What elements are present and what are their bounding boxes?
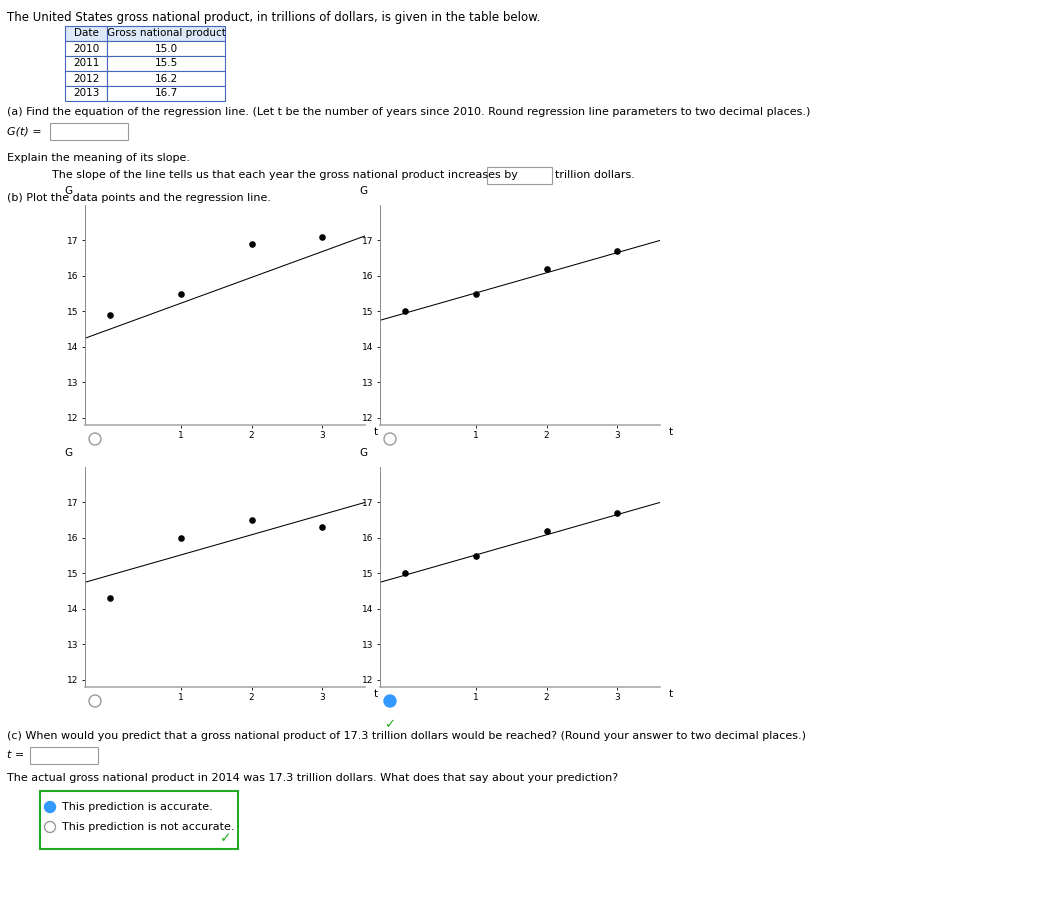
Text: This prediction is accurate.: This prediction is accurate. — [62, 802, 212, 812]
Circle shape — [44, 802, 56, 813]
Text: 15.0: 15.0 — [154, 43, 177, 54]
Text: Explain the meaning of its slope.: Explain the meaning of its slope. — [7, 153, 190, 163]
Text: 16.2: 16.2 — [154, 74, 177, 83]
Text: 2010: 2010 — [73, 43, 99, 54]
Text: trillion dollars.: trillion dollars. — [555, 170, 635, 180]
Text: (a) Find the equation of the regression line. (Let t be the number of years sinc: (a) Find the equation of the regression … — [7, 107, 810, 117]
Point — [101, 308, 118, 322]
Bar — [107, 26, 225, 41]
Point — [314, 520, 331, 535]
Bar — [65, 41, 107, 56]
Point — [172, 286, 189, 300]
Text: G: G — [359, 448, 367, 458]
Point — [609, 506, 626, 520]
Point — [101, 591, 118, 605]
Bar — [65, 56, 107, 71]
Bar — [107, 41, 225, 56]
Text: G: G — [359, 187, 367, 196]
Bar — [107, 86, 225, 101]
Bar — [65, 26, 107, 41]
Text: 16.7: 16.7 — [154, 89, 177, 99]
Point — [396, 566, 413, 580]
Point — [396, 304, 413, 318]
Text: The slope of the line tells us that each year the gross national product increas: The slope of the line tells us that each… — [52, 170, 517, 180]
Text: t =: t = — [7, 750, 24, 760]
Bar — [107, 56, 225, 71]
Text: ✓: ✓ — [384, 718, 396, 731]
Text: t: t — [374, 689, 378, 699]
Bar — [65, 86, 107, 101]
Text: This prediction is not accurate.: This prediction is not accurate. — [62, 822, 234, 832]
Bar — [487, 167, 552, 184]
Point — [314, 230, 331, 244]
Point — [467, 549, 484, 563]
Text: ✓: ✓ — [221, 831, 232, 845]
Text: 15.5: 15.5 — [154, 58, 177, 68]
Circle shape — [384, 695, 396, 707]
Point — [609, 244, 626, 258]
Text: G: G — [64, 448, 72, 458]
Point — [243, 237, 260, 251]
Bar — [65, 71, 107, 86]
Text: G(t) =: G(t) = — [7, 126, 41, 136]
Text: t: t — [668, 689, 673, 699]
Point — [539, 524, 555, 538]
Bar — [50, 123, 128, 140]
Text: Gross national product: Gross national product — [107, 29, 225, 39]
Text: 2011: 2011 — [73, 58, 99, 68]
Text: t: t — [374, 427, 378, 437]
Text: G: G — [64, 187, 72, 196]
Point — [243, 513, 260, 527]
Text: (b) Plot the data points and the regression line.: (b) Plot the data points and the regress… — [7, 193, 271, 203]
Text: 2012: 2012 — [73, 74, 99, 83]
Point — [539, 262, 555, 276]
Bar — [30, 747, 98, 764]
Text: t: t — [668, 427, 673, 437]
Text: 2013: 2013 — [73, 89, 99, 99]
Point — [172, 531, 189, 545]
Text: Date: Date — [74, 29, 98, 39]
Text: (c) When would you predict that a gross national product of 17.3 trillion dollar: (c) When would you predict that a gross … — [7, 731, 806, 741]
Bar — [107, 71, 225, 86]
Text: The actual gross national product in 2014 was 17.3 trillion dollars. What does t: The actual gross national product in 201… — [7, 773, 618, 783]
Point — [467, 286, 484, 300]
Text: The United States gross national product, in trillions of dollars, is given in t: The United States gross national product… — [7, 11, 541, 24]
Bar — [40, 791, 238, 849]
